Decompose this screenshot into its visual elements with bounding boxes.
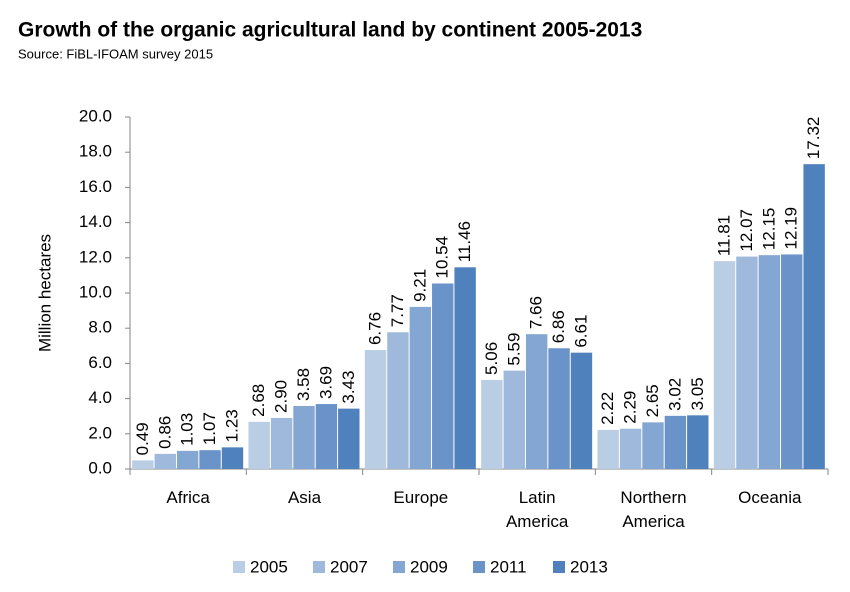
value-label: 1.07 <box>200 412 219 445</box>
y-tick-label: 16.0 <box>79 177 112 196</box>
bar <box>270 417 293 469</box>
bar <box>293 405 315 469</box>
y-tick-label: 4.0 <box>88 388 112 407</box>
value-label: 6.86 <box>549 310 568 343</box>
value-label: 2.90 <box>272 380 291 413</box>
y-tick-label: 0.0 <box>88 458 112 477</box>
value-label: 9.21 <box>410 269 429 302</box>
value-label: 0.49 <box>133 422 152 455</box>
bar <box>481 379 503 469</box>
value-label: 3.58 <box>294 368 313 401</box>
bar <box>597 429 619 469</box>
value-label: 5.06 <box>482 342 501 375</box>
bar <box>713 261 736 469</box>
chart-subtitle: Source: FiBL-IFOAM survey 2015 <box>18 46 213 61</box>
bar <box>154 453 176 469</box>
legend-swatch <box>473 561 485 573</box>
bar <box>132 460 154 469</box>
bar <box>687 415 709 469</box>
value-label: 2.22 <box>598 392 617 425</box>
y-tick-label: 10.0 <box>79 282 112 301</box>
value-label: 12.07 <box>737 209 756 252</box>
bar <box>454 267 476 469</box>
y-tick-label: 6.0 <box>88 353 112 372</box>
bar <box>338 408 360 469</box>
bar <box>364 350 387 469</box>
value-label: 7.77 <box>388 294 407 327</box>
legend-label: 2005 <box>250 557 288 576</box>
value-label: 6.61 <box>571 315 590 348</box>
value-label: 2.29 <box>621 391 640 424</box>
legend-label: 2007 <box>330 557 368 576</box>
x-tick-label: Oceania <box>738 488 802 507</box>
x-tick-label: Latin America <box>505 488 569 531</box>
value-label: 1.23 <box>222 409 241 442</box>
chart-title: Growth of the organic agricultural land … <box>18 19 642 42</box>
x-tick-label: Asia <box>287 488 322 507</box>
value-label: 11.46 <box>455 221 474 262</box>
bar <box>248 421 270 469</box>
legend-swatch <box>313 561 325 573</box>
value-label: 2.65 <box>643 384 662 417</box>
value-label: 12.15 <box>759 208 778 251</box>
value-label: 10.54 <box>433 236 452 279</box>
legend-swatch <box>553 561 565 573</box>
y-tick-label: 8.0 <box>88 318 112 337</box>
bar <box>409 306 432 469</box>
legend-swatch <box>393 561 405 573</box>
y-tick-label: 12.0 <box>79 247 112 266</box>
value-label: 17.32 <box>804 117 823 160</box>
value-label: 1.03 <box>178 413 197 446</box>
bar <box>176 450 199 469</box>
y-tick-label: 14.0 <box>79 212 112 231</box>
y-tick-label: 2.0 <box>88 423 112 442</box>
bar <box>548 348 570 469</box>
bar <box>432 283 454 469</box>
value-label: 12.19 <box>782 207 801 250</box>
y-tick-label: 20.0 <box>79 106 112 125</box>
bar <box>619 428 642 469</box>
x-tick-label: Africa <box>166 488 210 507</box>
bar <box>221 447 244 469</box>
x-tick-label: Europe <box>393 488 449 507</box>
value-label: 7.66 <box>527 296 546 329</box>
bar <box>642 422 664 469</box>
legend-label: 2013 <box>570 557 608 576</box>
legend-label: 2009 <box>410 557 448 576</box>
bar <box>503 370 525 469</box>
bar <box>803 164 825 469</box>
value-label: 6.76 <box>366 312 385 345</box>
legend-swatch <box>233 561 245 573</box>
bar <box>736 256 758 469</box>
bar <box>664 415 687 469</box>
y-axis-label: Million hectares <box>35 234 54 352</box>
bar <box>525 334 548 469</box>
value-label: 3.02 <box>665 378 684 411</box>
value-label: 3.69 <box>316 366 335 399</box>
value-label: 5.59 <box>504 333 523 366</box>
legend-label: 2011 <box>490 557 527 576</box>
bar <box>387 332 409 469</box>
bar <box>781 254 803 469</box>
value-label: 2.68 <box>249 384 268 417</box>
bar <box>570 352 593 469</box>
bar <box>315 404 338 469</box>
value-label: 11.81 <box>715 215 734 256</box>
y-tick-label: 18.0 <box>79 142 112 161</box>
value-label: 0.86 <box>155 416 174 449</box>
x-tick-label: Northern America <box>620 488 687 531</box>
value-label: 3.05 <box>688 377 707 410</box>
value-label: 3.43 <box>339 371 358 404</box>
bar <box>199 450 221 469</box>
bar <box>758 255 781 469</box>
